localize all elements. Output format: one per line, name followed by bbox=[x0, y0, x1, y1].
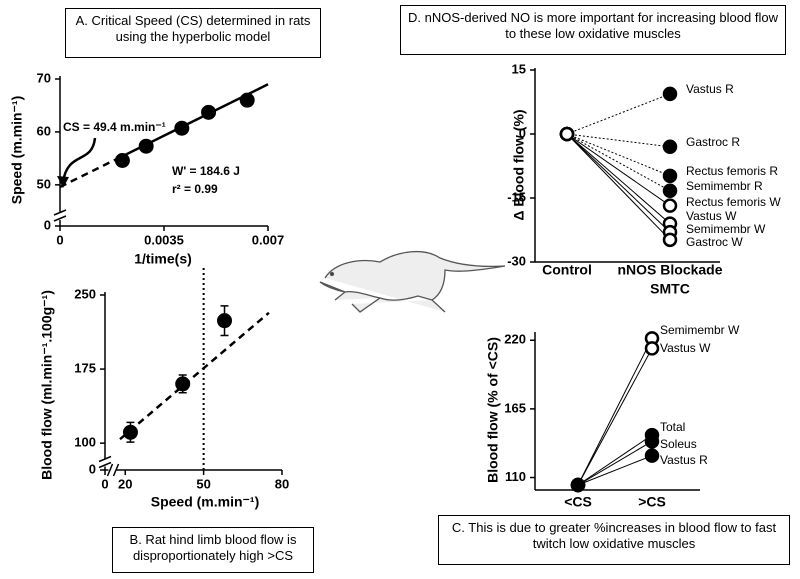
series-line bbox=[566, 133, 671, 192]
axis-break bbox=[108, 464, 117, 476]
series-label: Rectus femoris W bbox=[686, 195, 781, 209]
y-tick-label: 220 bbox=[504, 332, 526, 347]
y-axis-label: Speed (m.min⁻¹) bbox=[9, 96, 25, 205]
x-tick-label: 0 bbox=[56, 232, 63, 247]
panel-a-caption: A. Critical Speed (CS) determined in rat… bbox=[65, 8, 321, 58]
annotation: CS = 49.4 m.min⁻¹ bbox=[63, 120, 166, 134]
series-label: Semimembr R bbox=[686, 179, 763, 193]
data-point bbox=[662, 198, 678, 213]
x-tick-label: 0.0035 bbox=[144, 232, 184, 247]
series-label: Soleus bbox=[660, 437, 697, 451]
x-tick-label: 0 bbox=[101, 476, 108, 491]
data-point bbox=[570, 477, 586, 493]
series-label: Vastus R bbox=[660, 453, 708, 467]
y-tick-label: 15 bbox=[512, 61, 526, 76]
series-line bbox=[566, 133, 671, 241]
y-tick-label: 100 bbox=[74, 435, 96, 450]
axis-break bbox=[98, 461, 112, 469]
axis-break bbox=[99, 458, 111, 467]
y-tick-label: 250 bbox=[74, 286, 96, 301]
x-tick-label: 20 bbox=[118, 476, 132, 491]
series-label: Total bbox=[660, 420, 685, 434]
series-line bbox=[566, 133, 671, 177]
rat-drawing bbox=[319, 250, 506, 313]
y-axis-label: Δ Blood flow (%) bbox=[511, 109, 527, 220]
series-label: Vastus W bbox=[686, 209, 737, 223]
series-line bbox=[577, 455, 653, 486]
series-line bbox=[577, 434, 653, 486]
y-tick-label: 60 bbox=[37, 123, 51, 138]
annotation: W' = 184.6 J bbox=[172, 164, 240, 178]
data-point bbox=[559, 126, 575, 142]
axis-break bbox=[112, 463, 120, 477]
data-point bbox=[644, 434, 660, 449]
series-line bbox=[577, 338, 653, 486]
fit-line bbox=[119, 311, 270, 441]
y-tick-label: 70 bbox=[37, 70, 51, 85]
y-tick-label: 0 bbox=[519, 125, 526, 140]
y-tick-label: 110 bbox=[505, 469, 526, 484]
data-point bbox=[662, 232, 678, 248]
axis-break bbox=[54, 212, 66, 220]
data-point bbox=[662, 86, 678, 102]
y-tick-label: 165 bbox=[504, 400, 526, 415]
series-line bbox=[566, 133, 671, 233]
data-point bbox=[662, 168, 678, 184]
series-label: Gastroc R bbox=[686, 135, 740, 149]
x-axis-label: Speed (m.min⁻¹) bbox=[151, 494, 260, 510]
x-axis-label: SMTC bbox=[650, 281, 690, 297]
x-tick-label: <CS bbox=[564, 494, 592, 510]
y-tick-label: -15 bbox=[507, 189, 526, 204]
axis-break bbox=[98, 455, 112, 463]
data-point bbox=[644, 341, 660, 356]
panel-d-caption: D. nNOS-derived NO is more important for… bbox=[400, 5, 786, 55]
data-point bbox=[217, 313, 233, 329]
x-axis-label: 1/time(s) bbox=[134, 251, 192, 267]
y-axis-label: Blood flow (% of <CS) bbox=[485, 337, 501, 483]
series-line bbox=[566, 133, 671, 148]
panel-b-caption: B. Rat hind limb blood flow is dispropor… bbox=[112, 527, 314, 573]
series-label: Semimembr W bbox=[686, 222, 766, 236]
y-tick-label: 50 bbox=[37, 176, 51, 191]
series-line bbox=[566, 133, 671, 207]
data-point bbox=[662, 139, 678, 155]
axis-break bbox=[53, 215, 67, 222]
series-line bbox=[566, 93, 671, 135]
y-axis-label: Blood flow (ml.min⁻¹.100g⁻¹) bbox=[39, 290, 55, 480]
series-line bbox=[577, 440, 653, 486]
axis-break bbox=[106, 463, 114, 477]
x-tick-label: >CS bbox=[638, 494, 666, 510]
series-line bbox=[566, 133, 671, 224]
cs-arrow bbox=[61, 137, 97, 183]
x-tick-label: 50 bbox=[196, 476, 210, 491]
series-line bbox=[577, 348, 653, 486]
series-label: Semimembr W bbox=[660, 323, 740, 337]
x-tick-label: nNOS Blockade bbox=[617, 262, 722, 278]
x-tick-label: 80 bbox=[275, 476, 289, 491]
fit-line bbox=[121, 83, 269, 158]
y-tick-label: 0 bbox=[89, 461, 96, 476]
data-point bbox=[644, 448, 660, 463]
series-label: Vastus R bbox=[686, 82, 734, 96]
y-tick-label: 175 bbox=[74, 361, 96, 376]
fit-line bbox=[59, 155, 123, 189]
data-point bbox=[662, 183, 678, 198]
annotation: r² = 0.99 bbox=[172, 182, 218, 196]
y-tick-label: -30 bbox=[507, 253, 526, 268]
x-tick-label: 0.007 bbox=[252, 232, 285, 247]
axis-break bbox=[53, 209, 67, 216]
panel-c-caption: C. This is due to greater %increases in … bbox=[438, 515, 790, 565]
data-point bbox=[175, 376, 191, 392]
series-label: Rectus femoris R bbox=[686, 164, 778, 178]
series-label: Vastus W bbox=[660, 341, 711, 355]
y-tick-label: 0 bbox=[44, 217, 51, 232]
x-tick-label: Control bbox=[542, 262, 592, 278]
series-label: Gastroc W bbox=[686, 235, 743, 249]
